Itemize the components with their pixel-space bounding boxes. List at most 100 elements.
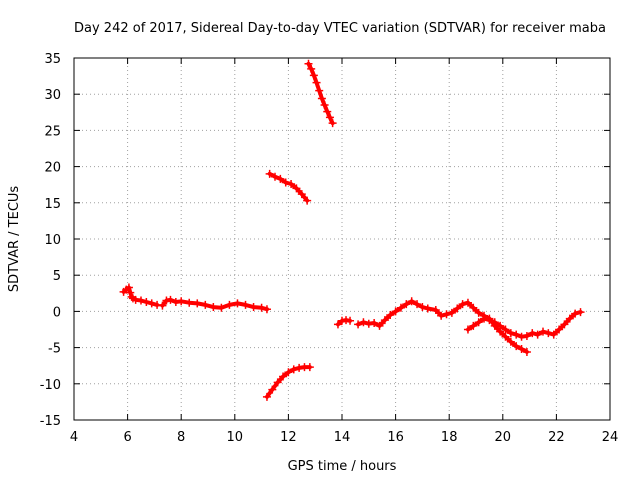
series-line [306, 61, 335, 126]
data-point [506, 329, 515, 338]
data-point [506, 337, 515, 346]
data-point [217, 303, 226, 312]
data-point [370, 318, 379, 327]
y-tick-label: 10 [44, 233, 61, 248]
y-tick-label: 25 [44, 124, 61, 139]
data-point [137, 296, 145, 305]
data-point [292, 184, 301, 193]
data-point [354, 320, 363, 329]
data-point [305, 363, 314, 372]
data-point [271, 172, 279, 181]
data-point [276, 174, 285, 183]
data-point [522, 332, 531, 341]
data-point [287, 179, 296, 188]
data-point [463, 325, 472, 334]
data-point [273, 378, 282, 387]
x-tick-label: 8 [177, 430, 185, 445]
data-point [317, 94, 326, 103]
data-point [560, 320, 569, 329]
x-tick-label: 4 [70, 430, 78, 445]
data-point [284, 368, 293, 377]
x-tick-label: 14 [334, 430, 351, 445]
x-tick-label: 16 [387, 430, 404, 445]
chart-title: Day 242 of 2017, Sidereal Day-to-day VTE… [74, 21, 606, 36]
data-point [297, 190, 306, 199]
data-point [501, 325, 510, 334]
data-point [185, 298, 194, 307]
data-point [490, 318, 499, 327]
data-point [166, 295, 175, 304]
plot-frame [73, 57, 611, 421]
data-series [119, 59, 585, 401]
data-point [323, 107, 332, 116]
data-point [126, 288, 135, 297]
data-point [380, 316, 389, 325]
data-point [512, 330, 521, 339]
data-point [304, 59, 313, 68]
data-point [325, 113, 334, 122]
data-point [463, 298, 472, 307]
series-arc-7 [354, 297, 531, 356]
data-point [418, 303, 427, 312]
data-point [544, 329, 553, 338]
data-point [533, 330, 542, 339]
data-point [158, 301, 167, 310]
data-point [177, 297, 186, 306]
x-tick-label: 10 [227, 430, 244, 445]
data-point [469, 303, 478, 312]
data-point [539, 327, 547, 336]
data-point [549, 330, 558, 339]
series-arc-1 [119, 283, 162, 309]
series-arc-2 [158, 295, 271, 314]
x-tick-label: 6 [123, 430, 131, 445]
x-tick-label: 20 [495, 430, 512, 445]
series-arc-8 [463, 308, 585, 341]
data-point [262, 305, 271, 314]
y-axis-label: SDTVAR / TECUs [7, 186, 22, 293]
data-point [480, 314, 489, 323]
data-point [257, 303, 266, 312]
data-point [328, 119, 337, 128]
data-point [124, 283, 133, 292]
y-tick-label: 35 [44, 52, 61, 67]
data-point [474, 308, 483, 317]
data-point [565, 314, 574, 323]
data-point [307, 64, 316, 73]
series-arc-4 [265, 169, 312, 205]
data-point [320, 101, 329, 110]
data-point [423, 304, 432, 313]
data-point [396, 303, 405, 312]
data-point [375, 321, 384, 330]
data-point [447, 308, 456, 317]
series-arc-3 [262, 363, 314, 401]
data-point [201, 300, 210, 309]
data-point [402, 300, 411, 309]
series-arc-5 [304, 59, 337, 128]
grid-lines [74, 58, 610, 420]
x-tick-label: 24 [602, 430, 619, 445]
data-point [517, 345, 526, 354]
data-point [268, 385, 277, 394]
data-point [522, 347, 531, 356]
data-point [309, 71, 318, 80]
y-tick-label: 20 [44, 161, 61, 176]
data-point [209, 303, 218, 312]
data-point [386, 311, 395, 320]
data-point [501, 332, 510, 341]
data-point [512, 342, 521, 351]
y-tick-label: 15 [44, 197, 61, 212]
y-tick-label: -10 [40, 378, 61, 393]
data-point [127, 292, 136, 301]
data-point [225, 300, 234, 309]
data-point [413, 300, 422, 309]
data-point [289, 365, 298, 374]
data-point [142, 297, 151, 306]
data-point [453, 304, 462, 313]
data-point [333, 320, 342, 329]
data-point [458, 300, 467, 309]
data-point [241, 300, 250, 309]
x-tick-label: 22 [548, 430, 565, 445]
data-point [485, 316, 494, 325]
series-arc-6 [333, 316, 355, 329]
